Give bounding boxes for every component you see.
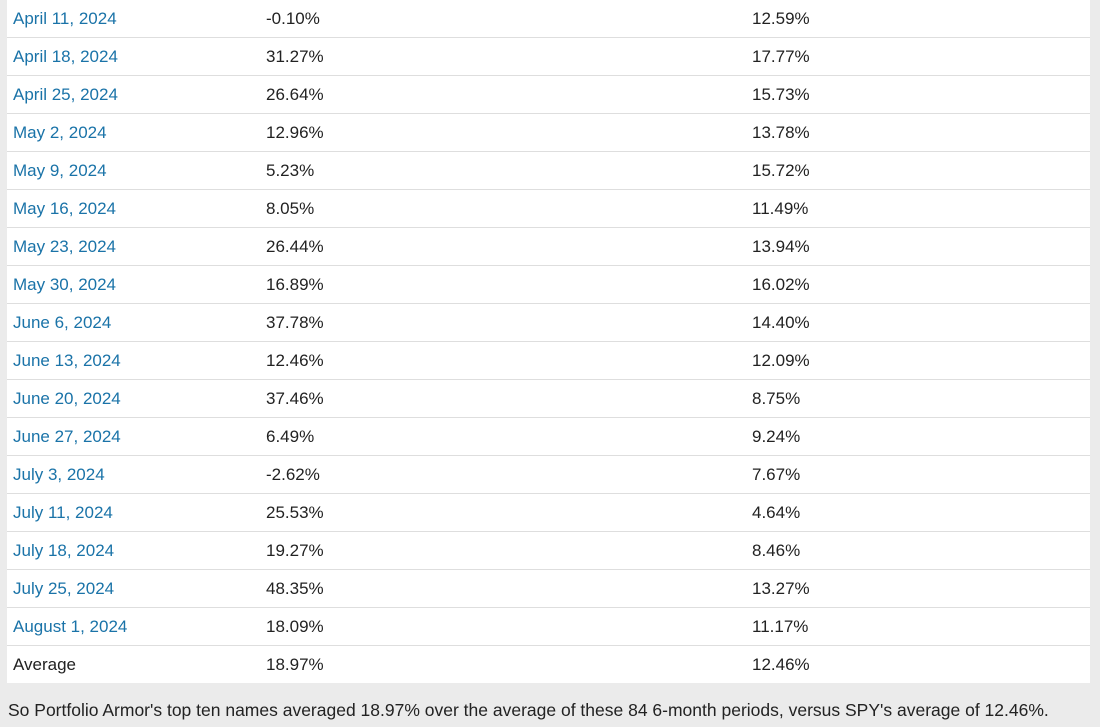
top-ten-return-cell: 26.64% [260, 75, 746, 114]
summary-caption: So Portfolio Armor's top ten names avera… [8, 700, 1049, 720]
date-link[interactable]: April 11, 2024 [13, 8, 117, 28]
table-row: June 6, 2024 37.78% 14.40% [7, 303, 1090, 342]
date-cell: May 16, 2024 [7, 189, 260, 228]
top-ten-return-cell: 8.05% [260, 189, 746, 228]
date-link[interactable]: June 6, 2024 [13, 312, 112, 332]
date-cell: July 11, 2024 [7, 493, 260, 532]
date-cell: April 25, 2024 [7, 75, 260, 114]
table-row: April 25, 2024 26.64% 15.73% [7, 75, 1090, 114]
spy-return-cell: 11.17% [746, 607, 1090, 646]
spy-return-cell: 17.77% [746, 37, 1090, 76]
top-ten-return-cell: -2.62% [260, 455, 746, 494]
top-ten-return-cell: 25.53% [260, 493, 746, 532]
date-cell: May 2, 2024 [7, 113, 260, 152]
spy-return-cell: 12.59% [746, 0, 1090, 38]
date-link[interactable]: June 27, 2024 [13, 426, 121, 446]
returns-table-container: April 11, 2024 -0.10% 12.59% April 18, 2024… [7, 0, 1090, 683]
returns-table: April 11, 2024 -0.10% 12.59% April 18, 2024… [7, 0, 1090, 683]
spy-return-cell: 9.24% [746, 417, 1090, 456]
date-link[interactable]: August 1, 2024 [13, 616, 128, 636]
table-row: July 25, 2024 48.35% 13.27% [7, 569, 1090, 608]
spy-return-cell: 13.27% [746, 569, 1090, 608]
table-row: May 2, 2024 12.96% 13.78% [7, 113, 1090, 152]
spy-return-cell: 15.73% [746, 75, 1090, 114]
top-ten-return-cell: 37.78% [260, 303, 746, 342]
spy-return-cell: 8.75% [746, 379, 1090, 418]
date-cell: April 11, 2024 [7, 0, 260, 38]
date-link[interactable]: May 23, 2024 [13, 236, 117, 256]
table-row: May 23, 2024 26.44% 13.94% [7, 227, 1090, 266]
top-ten-return-cell: 31.27% [260, 37, 746, 76]
spy-return-cell: 16.02% [746, 265, 1090, 304]
date-link[interactable]: July 25, 2024 [13, 578, 115, 598]
table-row: May 16, 2024 8.05% 11.49% [7, 189, 1090, 228]
spy-return-cell: 13.94% [746, 227, 1090, 266]
table-row: June 20, 2024 37.46% 8.75% [7, 379, 1090, 418]
date-link[interactable]: July 11, 2024 [13, 502, 113, 522]
table-row: July 11, 2024 25.53% 4.64% [7, 493, 1090, 532]
returns-table-body: April 11, 2024 -0.10% 12.59% April 18, 2024… [7, 0, 1090, 683]
table-row: April 11, 2024 -0.10% 12.59% [7, 0, 1090, 38]
date-cell: May 9, 2024 [7, 151, 260, 190]
top-ten-return-cell: 12.46% [260, 341, 746, 380]
table-row: August 1, 2024 18.09% 11.17% [7, 607, 1090, 646]
average-label-cell: Average [13, 654, 77, 674]
spy-return-cell: 13.78% [746, 113, 1090, 152]
spy-return-cell: 4.64% [746, 493, 1090, 532]
spy-return-cell: 7.67% [746, 455, 1090, 494]
date-cell: May 23, 2024 [7, 227, 260, 266]
date-cell: July 3, 2024 [7, 455, 260, 494]
average-top-ten-cell: 18.97% [266, 654, 324, 674]
date-link[interactable]: May 30, 2024 [13, 274, 117, 294]
spy-return-cell: 12.09% [746, 341, 1090, 380]
table-row: July 18, 2024 19.27% 8.46% [7, 531, 1090, 570]
spy-return-cell: 8.46% [746, 531, 1090, 570]
date-cell: July 25, 2024 [7, 569, 260, 608]
date-cell: August 1, 2024 [7, 607, 260, 646]
date-cell: June 6, 2024 [7, 303, 260, 342]
top-ten-return-cell: 16.89% [260, 265, 746, 304]
date-link[interactable]: June 13, 2024 [13, 350, 121, 370]
average-spy-cell: 12.46% [752, 654, 810, 674]
date-link[interactable]: May 16, 2024 [13, 198, 117, 218]
date-cell: July 18, 2024 [7, 531, 260, 570]
table-row: May 9, 2024 5.23% 15.72% [7, 151, 1090, 190]
top-ten-return-cell: 5.23% [260, 151, 746, 190]
table-row: June 13, 2024 12.46% 12.09% [7, 341, 1090, 380]
top-ten-return-cell: 26.44% [260, 227, 746, 266]
top-ten-return-cell: 48.35% [260, 569, 746, 608]
date-link[interactable]: May 2, 2024 [13, 122, 107, 142]
top-ten-return-cell: 6.49% [260, 417, 746, 456]
top-ten-return-cell: -0.10% [260, 0, 746, 38]
table-row: July 3, 2024 -2.62% 7.67% [7, 455, 1090, 494]
date-cell: June 27, 2024 [7, 417, 260, 456]
date-link[interactable]: July 18, 2024 [13, 540, 115, 560]
spy-return-cell: 11.49% [746, 189, 1090, 228]
top-ten-return-cell: 12.96% [260, 113, 746, 152]
date-link[interactable]: April 18, 2024 [13, 46, 118, 66]
date-cell: May 30, 2024 [7, 265, 260, 304]
average-row: Average 18.97% 12.46% [7, 646, 1090, 684]
table-row: May 30, 2024 16.89% 16.02% [7, 265, 1090, 304]
top-ten-return-cell: 18.09% [260, 607, 746, 646]
date-link[interactable]: April 25, 2024 [13, 84, 118, 104]
spy-return-cell: 14.40% [746, 303, 1090, 342]
spy-return-cell: 15.72% [746, 151, 1090, 190]
top-ten-return-cell: 19.27% [260, 531, 746, 570]
date-cell: June 13, 2024 [7, 341, 260, 380]
date-cell: June 20, 2024 [7, 379, 260, 418]
date-link[interactable]: May 9, 2024 [13, 160, 107, 180]
table-row: June 27, 2024 6.49% 9.24% [7, 417, 1090, 456]
top-ten-return-cell: 37.46% [260, 379, 746, 418]
date-cell: April 18, 2024 [7, 37, 260, 76]
table-row: April 18, 2024 31.27% 17.77% [7, 37, 1090, 76]
date-link[interactable]: June 20, 2024 [13, 388, 121, 408]
date-link[interactable]: July 3, 2024 [13, 464, 105, 484]
